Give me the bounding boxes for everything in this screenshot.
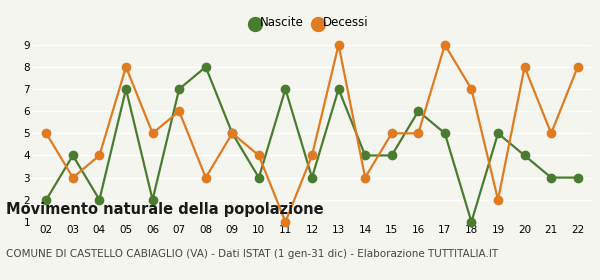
Decessi xyxy=(96,154,103,157)
Nascite xyxy=(494,132,502,135)
Decessi xyxy=(468,87,475,91)
Decessi xyxy=(229,132,236,135)
Nascite xyxy=(96,198,103,201)
Decessi xyxy=(362,176,369,179)
Decessi xyxy=(43,132,50,135)
Decessi xyxy=(335,43,342,46)
Decessi xyxy=(282,220,289,223)
Nascite xyxy=(441,132,448,135)
Nascite xyxy=(415,109,422,113)
Text: Movimento naturale della popolazione: Movimento naturale della popolazione xyxy=(6,202,323,217)
Decessi xyxy=(521,65,528,69)
Nascite xyxy=(43,198,50,201)
Nascite xyxy=(149,198,156,201)
Decessi xyxy=(441,43,448,46)
Line: Nascite: Nascite xyxy=(42,63,582,226)
Nascite xyxy=(574,176,581,179)
Nascite xyxy=(388,154,395,157)
Nascite xyxy=(282,87,289,91)
Nascite xyxy=(521,154,528,157)
Line: Decessi: Decessi xyxy=(42,41,582,226)
Text: COMUNE DI CASTELLO CABIAGLIO (VA) - Dati ISTAT (1 gen-31 dic) - Elaborazione TUT: COMUNE DI CASTELLO CABIAGLIO (VA) - Dati… xyxy=(6,249,498,259)
Decessi xyxy=(574,65,581,69)
Decessi xyxy=(122,65,130,69)
Legend: Nascite, Decessi: Nascite, Decessi xyxy=(251,12,373,34)
Decessi xyxy=(69,176,76,179)
Decessi xyxy=(202,176,209,179)
Nascite xyxy=(255,176,262,179)
Nascite xyxy=(308,176,316,179)
Nascite xyxy=(202,65,209,69)
Nascite xyxy=(69,154,76,157)
Decessi xyxy=(149,132,156,135)
Nascite xyxy=(176,87,183,91)
Nascite xyxy=(548,176,555,179)
Nascite xyxy=(335,87,342,91)
Decessi xyxy=(255,154,262,157)
Decessi xyxy=(308,154,316,157)
Decessi xyxy=(548,132,555,135)
Nascite xyxy=(122,87,130,91)
Nascite xyxy=(362,154,369,157)
Nascite xyxy=(229,132,236,135)
Nascite xyxy=(468,220,475,223)
Decessi xyxy=(494,198,502,201)
Decessi xyxy=(176,109,183,113)
Decessi xyxy=(415,132,422,135)
Decessi xyxy=(388,132,395,135)
